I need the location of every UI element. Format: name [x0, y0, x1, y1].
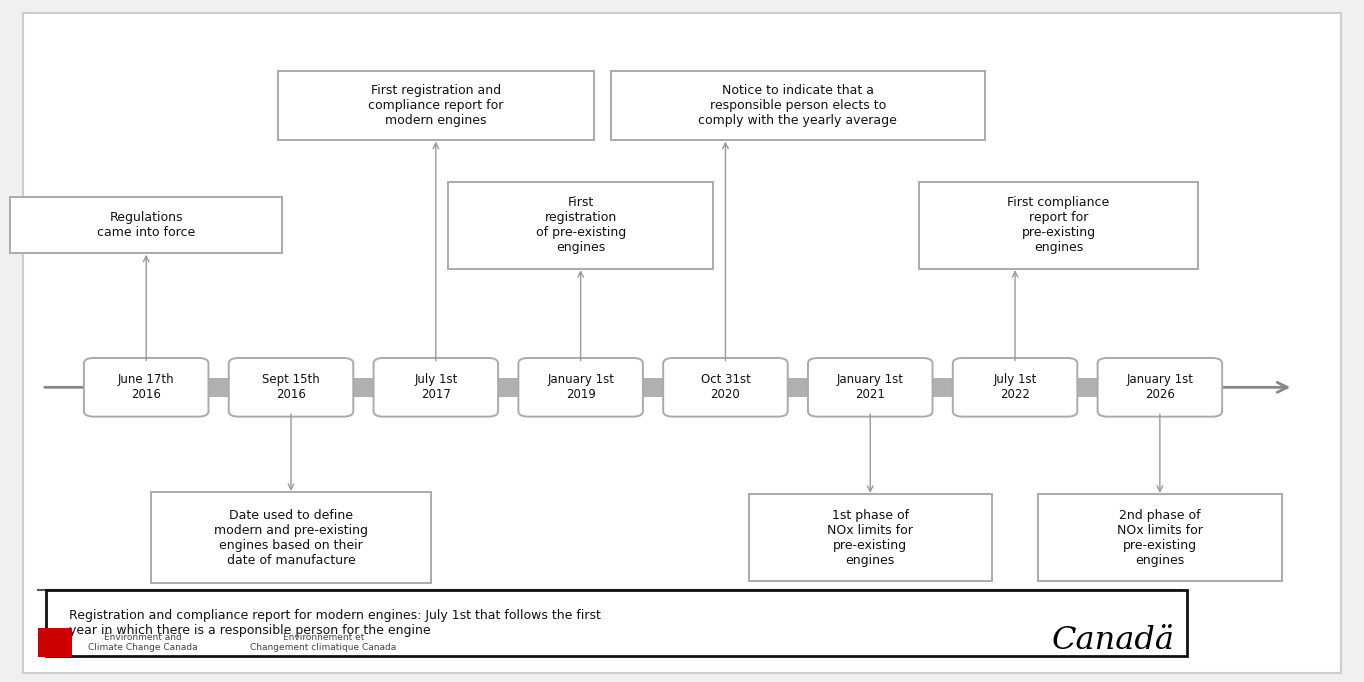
- FancyBboxPatch shape: [229, 358, 353, 417]
- FancyBboxPatch shape: [344, 378, 383, 396]
- Text: Oct 31st
2020: Oct 31st 2020: [701, 373, 750, 401]
- FancyBboxPatch shape: [198, 378, 239, 396]
- FancyBboxPatch shape: [1067, 378, 1108, 396]
- FancyBboxPatch shape: [23, 13, 1341, 673]
- Text: First
registration
of pre-existing
engines: First registration of pre-existing engin…: [536, 196, 626, 254]
- FancyBboxPatch shape: [807, 358, 933, 417]
- FancyBboxPatch shape: [278, 71, 593, 140]
- Text: Date used to define
modern and pre-existing
engines based on their
date of manuf: Date used to define modern and pre-exist…: [214, 509, 368, 567]
- FancyBboxPatch shape: [663, 358, 788, 417]
- Text: 1st phase of
NOx limits for
pre-existing
engines: 1st phase of NOx limits for pre-existing…: [828, 509, 913, 567]
- FancyBboxPatch shape: [611, 71, 985, 140]
- Text: January 1st
2026: January 1st 2026: [1127, 373, 1194, 401]
- Text: July 1st
2022: July 1st 2022: [993, 373, 1037, 401]
- Text: January 1st
2021: January 1st 2021: [836, 373, 904, 401]
- Text: January 1st
2019: January 1st 2019: [547, 373, 614, 401]
- Text: Regulations
came into force: Regulations came into force: [97, 211, 195, 239]
- FancyBboxPatch shape: [46, 589, 1188, 656]
- FancyBboxPatch shape: [633, 378, 674, 396]
- Text: First registration and
compliance report for
modern engines: First registration and compliance report…: [368, 84, 503, 127]
- FancyBboxPatch shape: [151, 492, 431, 583]
- Text: Notice to indicate that a
responsible person elects to
comply with the yearly av: Notice to indicate that a responsible pe…: [698, 84, 898, 127]
- FancyBboxPatch shape: [85, 358, 209, 417]
- Text: June 17th
2016: June 17th 2016: [117, 373, 175, 401]
- FancyBboxPatch shape: [518, 358, 642, 417]
- FancyBboxPatch shape: [953, 358, 1078, 417]
- FancyBboxPatch shape: [777, 378, 818, 396]
- FancyBboxPatch shape: [1098, 358, 1222, 417]
- Text: First compliance
report for
pre-existing
engines: First compliance report for pre-existing…: [1008, 196, 1110, 254]
- FancyBboxPatch shape: [919, 181, 1198, 269]
- Text: Canadä: Canadä: [1052, 625, 1174, 656]
- Text: Registration and compliance report for modern engines: July 1st that follows the: Registration and compliance report for m…: [70, 609, 602, 637]
- Text: Environnement et
Changement climatique Canada: Environnement et Changement climatique C…: [251, 633, 397, 653]
- FancyBboxPatch shape: [1038, 494, 1282, 582]
- FancyBboxPatch shape: [38, 628, 72, 657]
- Text: 2nd phase of
NOx limits for
pre-existing
engines: 2nd phase of NOx limits for pre-existing…: [1117, 509, 1203, 567]
- Text: Environment and
Climate Change Canada: Environment and Climate Change Canada: [89, 633, 198, 653]
- FancyBboxPatch shape: [922, 378, 963, 396]
- FancyBboxPatch shape: [488, 378, 528, 396]
- FancyBboxPatch shape: [374, 358, 498, 417]
- FancyBboxPatch shape: [449, 181, 713, 269]
- FancyBboxPatch shape: [749, 494, 992, 582]
- Text: Sept 15th
2016: Sept 15th 2016: [262, 373, 321, 401]
- Text: July 1st
2017: July 1st 2017: [415, 373, 457, 401]
- FancyBboxPatch shape: [10, 197, 282, 254]
